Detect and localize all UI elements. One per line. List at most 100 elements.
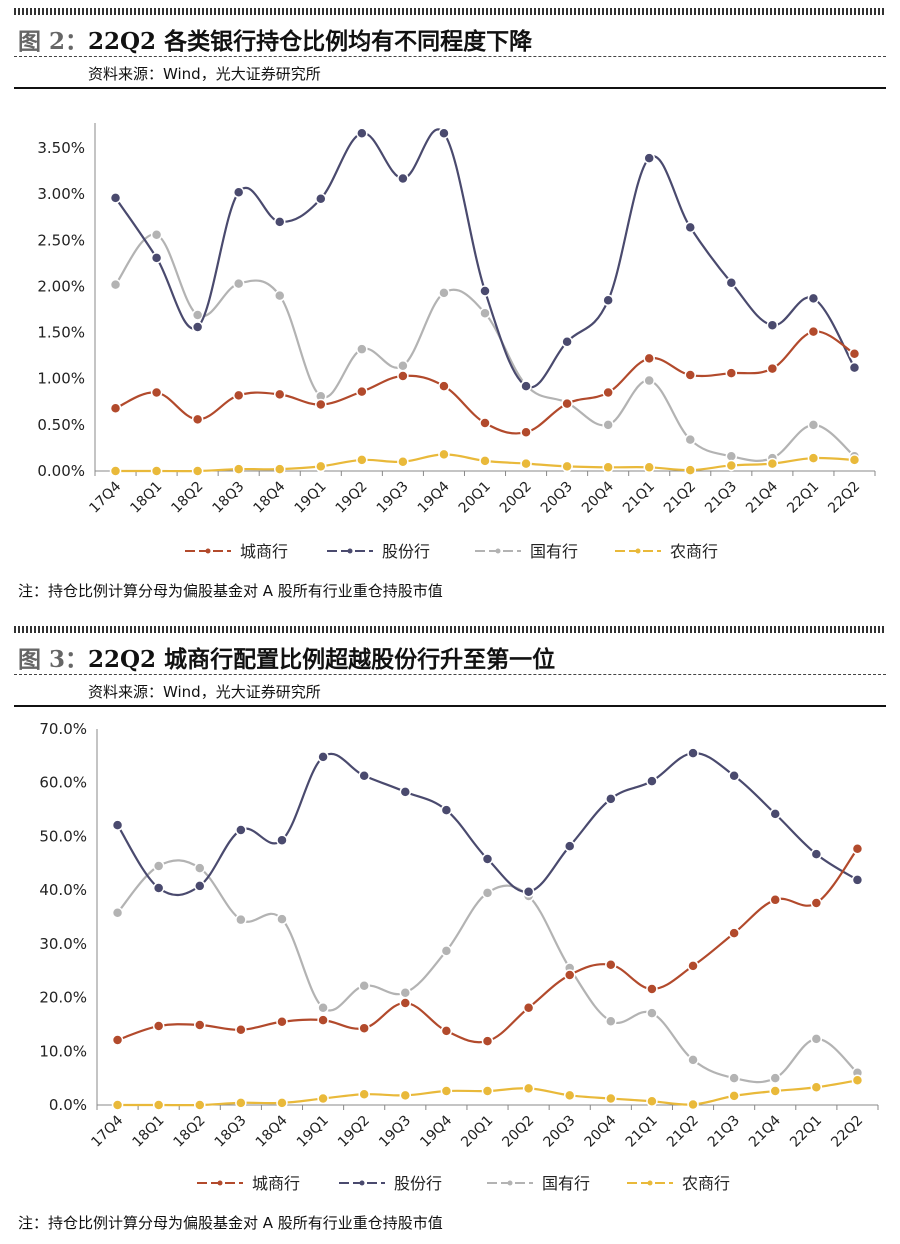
figure-label: 图 3： [18, 646, 89, 673]
data-point-股份行 [479, 285, 491, 297]
y-tick-label: 70.0% [39, 720, 87, 738]
data-point-农商行 [191, 465, 204, 477]
x-tick-label: 17Q4 [88, 1112, 126, 1150]
x-tick-label: 18Q4 [253, 1112, 291, 1150]
x-tick-label: 18Q1 [127, 479, 165, 517]
data-point-农商行 [315, 460, 327, 473]
data-point-农商行 [273, 463, 286, 475]
data-point-农商行 [235, 1097, 247, 1109]
legend-label: 城商行 [252, 1174, 300, 1193]
data-point-国有行 [235, 913, 247, 926]
data-point-农商行 [356, 454, 368, 466]
y-tick-label: 0.00% [37, 462, 85, 480]
data-point-城商行 [807, 325, 820, 338]
data-point-城商行 [522, 1002, 535, 1014]
legend-label: 国有行 [542, 1174, 590, 1193]
data-point-城商行 [643, 352, 655, 365]
data-point-国有行 [687, 1054, 699, 1066]
data-point-农商行 [440, 1085, 453, 1097]
x-tick-label: 19Q2 [335, 1113, 373, 1151]
x-tick-label: 22Q1 [787, 1113, 825, 1151]
data-point-城商行 [315, 398, 327, 411]
chart-1: 0.00% 0.50% 1.00% 1.50% 2.00% 2.50% 3.00% 3.50%… [37, 123, 876, 561]
legend-label: 国有行 [530, 542, 578, 561]
x-tick-label: 19Q3 [376, 1113, 414, 1151]
data-point-农商行 [728, 1090, 740, 1102]
data-point-城商行 [358, 1022, 370, 1034]
data-point-国有行 [479, 307, 491, 319]
data-point-城商行 [399, 997, 412, 1009]
data-point-城商行 [235, 1024, 247, 1036]
data-point-农商行 [807, 452, 820, 464]
x-tick-label: 19Q2 [333, 479, 371, 517]
y-tick-label: 2.50% [37, 231, 85, 249]
data-point-农商行 [276, 1097, 288, 1109]
figure-title-text: 22Q2 城商行配置比例超越股份行升至第一位 [88, 646, 556, 673]
data-point-农商行 [769, 1085, 781, 1097]
data-point-国有行 [356, 343, 368, 355]
data-point-农商行 [561, 460, 573, 473]
data-point-国有行 [769, 1072, 781, 1084]
data-point-农商行 [643, 461, 655, 474]
source-text: 资料来源：Wind，光大证券研究所 [88, 65, 321, 83]
data-point-农商行 [851, 1074, 864, 1087]
data-point-股份行 [602, 294, 614, 307]
data-point-城商行 [440, 1025, 453, 1037]
data-point-股份行 [232, 186, 245, 199]
data-point-股份行 [766, 319, 779, 331]
x-tick-label: 18Q2 [168, 479, 206, 517]
x-tick-label: 20Q3 [538, 479, 576, 517]
data-point-股份行 [520, 380, 532, 392]
x-tick-label: 18Q4 [251, 478, 289, 516]
data-point-城商行 [356, 385, 368, 398]
data-point-国有行 [728, 1072, 740, 1084]
series-line-股份行 [114, 128, 856, 389]
data-point-国有行 [646, 1007, 658, 1019]
data-point-国有行 [152, 860, 165, 872]
legend-label: 城商行 [240, 542, 288, 561]
data-point-股份行 [276, 834, 288, 846]
x-tick-label: 18Q3 [212, 1113, 250, 1151]
data-point-国有行 [191, 309, 204, 321]
x-tick-label: 21Q1 [620, 479, 658, 517]
data-point-股份行 [728, 769, 740, 782]
data-point-股份行 [643, 152, 655, 164]
data-point-国有行 [317, 1002, 329, 1014]
x-tick-label: 21Q3 [702, 479, 740, 517]
legend-marker [217, 1180, 223, 1186]
data-point-农商行 [766, 457, 779, 470]
data-point-股份行 [358, 769, 370, 782]
data-point-城商行 [109, 402, 122, 414]
x-tick-label: 18Q1 [129, 1113, 167, 1151]
legend-label: 农商行 [682, 1174, 730, 1193]
data-point-城商行 [479, 417, 491, 429]
x-tick-label: 21Q4 [743, 478, 781, 516]
data-point-股份行 [397, 172, 409, 185]
y-tick-label: 0.0% [49, 1096, 87, 1114]
data-point-城商行 [276, 1015, 288, 1028]
data-point-农商行 [687, 1098, 699, 1111]
data-point-农商行 [479, 455, 491, 467]
x-tick-label: 20Q4 [579, 478, 617, 516]
data-point-股份行 [194, 880, 206, 892]
header-stripe [14, 8, 886, 15]
data-point-国有行 [399, 986, 412, 999]
data-point-农商行 [602, 461, 614, 474]
x-tick-label: 21Q2 [664, 1113, 702, 1151]
data-point-国有行 [276, 913, 288, 925]
data-point-城商行 [646, 983, 658, 995]
data-point-股份行 [438, 127, 450, 139]
data-point-城商行 [769, 894, 781, 906]
x-tick-label: 19Q1 [292, 479, 330, 517]
x-tick-label: 20Q4 [582, 1112, 620, 1150]
data-point-国有行 [481, 887, 494, 899]
figure-label: 图 2： [18, 28, 89, 55]
data-point-股份行 [725, 276, 738, 289]
data-point-股份行 [563, 840, 576, 852]
y-tick-label: 50.0% [39, 827, 87, 845]
data-point-股份行 [356, 127, 368, 139]
data-point-股份行 [605, 793, 617, 805]
data-point-城商行 [481, 1035, 494, 1047]
data-point-农商行 [646, 1095, 658, 1107]
x-tick-label: 22Q2 [825, 479, 863, 517]
